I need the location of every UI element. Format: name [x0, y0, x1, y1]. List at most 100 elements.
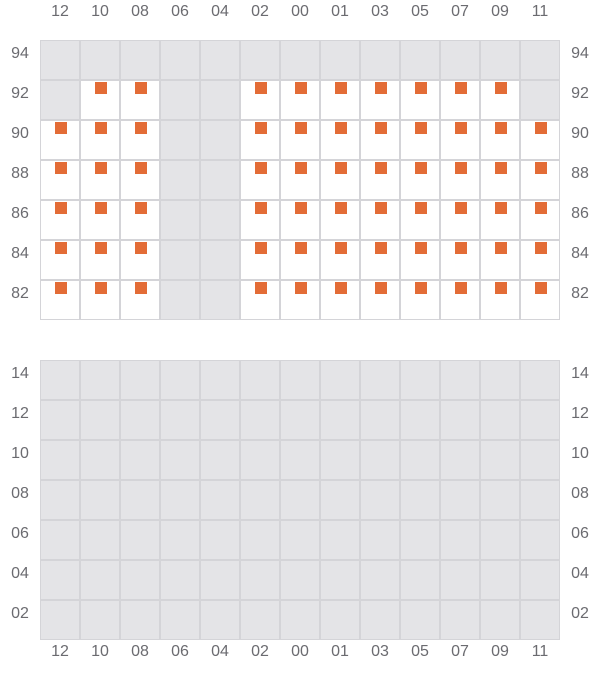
seat-marker[interactable] — [255, 242, 267, 254]
seat-marker[interactable] — [135, 202, 147, 214]
seat-cell-available[interactable] — [400, 120, 440, 160]
seat-marker[interactable] — [95, 162, 107, 174]
seat-marker[interactable] — [535, 282, 547, 294]
seat-marker[interactable] — [335, 282, 347, 294]
seat-cell-unavailable — [80, 400, 120, 440]
seat-marker[interactable] — [375, 202, 387, 214]
seat-cell-unavailable — [240, 400, 280, 440]
seat-marker[interactable] — [335, 162, 347, 174]
seat-marker[interactable] — [455, 162, 467, 174]
seat-marker[interactable] — [255, 202, 267, 214]
row-label-left: 08 — [11, 485, 29, 502]
seat-marker[interactable] — [295, 242, 307, 254]
seat-marker[interactable] — [455, 282, 467, 294]
seat-marker[interactable] — [415, 162, 427, 174]
seat-cell-unavailable — [240, 440, 280, 480]
seat-marker[interactable] — [455, 122, 467, 134]
seat-marker[interactable] — [335, 242, 347, 254]
seat-marker[interactable] — [495, 122, 507, 134]
seat-cell-unavailable — [320, 480, 360, 520]
seat-marker[interactable] — [375, 242, 387, 254]
seat-marker[interactable] — [415, 202, 427, 214]
row-label-left: 90 — [11, 125, 29, 142]
seat-cell-unavailable — [440, 400, 480, 440]
seat-cell-unavailable — [440, 560, 480, 600]
seat-marker[interactable] — [495, 282, 507, 294]
row-label-right: 92 — [571, 85, 589, 102]
seat-marker[interactable] — [455, 242, 467, 254]
seat-cell-unavailable — [80, 560, 120, 600]
seat-marker[interactable] — [335, 202, 347, 214]
seat-marker[interactable] — [295, 82, 307, 94]
seat-marker[interactable] — [375, 162, 387, 174]
seat-marker[interactable] — [535, 162, 547, 174]
seat-cell-unavailable — [400, 40, 440, 80]
row-label-right: 08 — [571, 485, 589, 502]
seat-marker[interactable] — [255, 282, 267, 294]
seat-cell-available[interactable] — [280, 240, 320, 280]
seat-cell-available[interactable] — [80, 200, 120, 240]
seat-marker[interactable] — [535, 242, 547, 254]
seat-cell-available[interactable] — [240, 120, 280, 160]
seat-marker[interactable] — [495, 162, 507, 174]
seat-marker[interactable] — [135, 242, 147, 254]
seat-cell-unavailable — [240, 520, 280, 560]
seat-marker[interactable] — [55, 122, 67, 134]
seat-marker[interactable] — [95, 122, 107, 134]
seat-cell-available[interactable] — [320, 200, 360, 240]
seat-marker[interactable] — [255, 162, 267, 174]
seat-marker[interactable] — [375, 82, 387, 94]
seat-cell-unavailable — [360, 400, 400, 440]
seat-marker[interactable] — [55, 202, 67, 214]
seat-marker[interactable] — [55, 162, 67, 174]
seat-marker[interactable] — [495, 242, 507, 254]
seat-cell-unavailable — [280, 600, 320, 640]
seat-marker[interactable] — [375, 122, 387, 134]
seat-cell-unavailable — [200, 360, 240, 400]
seat-marker[interactable] — [135, 122, 147, 134]
seat-cell-unavailable — [120, 360, 160, 400]
seat-marker[interactable] — [295, 282, 307, 294]
seat-cell-available[interactable] — [280, 280, 320, 320]
seat-marker[interactable] — [295, 122, 307, 134]
row-label-right: 02 — [571, 605, 589, 622]
seat-cell-available[interactable] — [40, 200, 80, 240]
seat-marker[interactable] — [455, 82, 467, 94]
seat-marker[interactable] — [135, 282, 147, 294]
seat-cell-unavailable — [160, 80, 200, 120]
seat-marker[interactable] — [495, 202, 507, 214]
seat-marker[interactable] — [535, 122, 547, 134]
seat-marker[interactable] — [135, 82, 147, 94]
seat-cell-available[interactable] — [40, 160, 80, 200]
seat-cell-available[interactable] — [280, 80, 320, 120]
seat-marker[interactable] — [455, 202, 467, 214]
seat-marker[interactable] — [95, 202, 107, 214]
seat-marker[interactable] — [95, 82, 107, 94]
seat-marker[interactable] — [495, 82, 507, 94]
seat-marker[interactable] — [535, 202, 547, 214]
seat-marker[interactable] — [375, 282, 387, 294]
seat-marker[interactable] — [415, 82, 427, 94]
seat-cell-available[interactable] — [520, 160, 560, 200]
seat-marker[interactable] — [55, 282, 67, 294]
seat-marker[interactable] — [95, 282, 107, 294]
seat-marker[interactable] — [295, 162, 307, 174]
seat-cell-available[interactable] — [480, 80, 520, 120]
seat-marker[interactable] — [335, 82, 347, 94]
seat-cell-available[interactable] — [440, 280, 480, 320]
seat-marker[interactable] — [135, 162, 147, 174]
seat-marker[interactable] — [255, 82, 267, 94]
seat-marker[interactable] — [335, 122, 347, 134]
seat-marker[interactable] — [295, 202, 307, 214]
seat-marker[interactable] — [415, 282, 427, 294]
seat-cell-unavailable — [480, 560, 520, 600]
seat-cell-unavailable — [320, 560, 360, 600]
seat-marker[interactable] — [95, 242, 107, 254]
seat-marker[interactable] — [415, 122, 427, 134]
seat-cell-unavailable — [40, 40, 80, 80]
seat-marker[interactable] — [415, 242, 427, 254]
seat-marker[interactable] — [255, 122, 267, 134]
seat-cell-available[interactable] — [520, 280, 560, 320]
seat-marker[interactable] — [55, 242, 67, 254]
seat-cell-available[interactable] — [320, 80, 360, 120]
